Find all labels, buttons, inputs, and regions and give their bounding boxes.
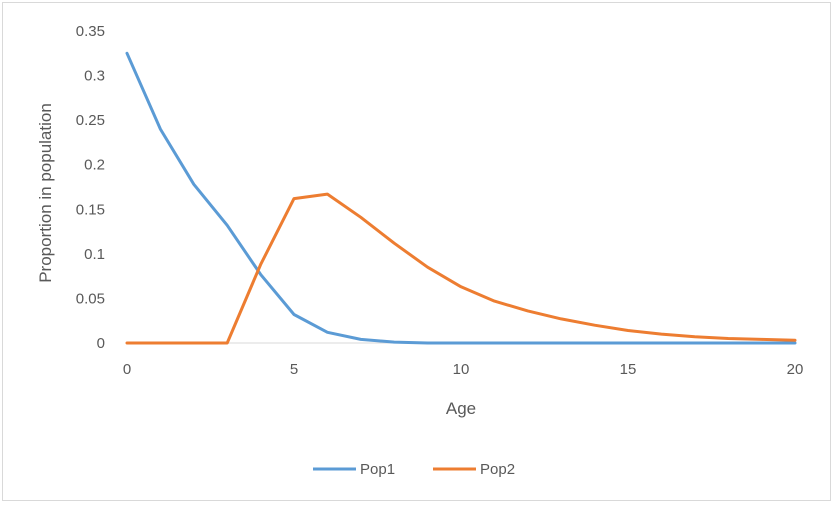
legend-label-pop1: Pop1: [360, 461, 395, 478]
y-tick-label: 0.35: [76, 23, 105, 40]
legend-label-pop2: Pop2: [480, 461, 515, 478]
x-tick-label: 20: [787, 361, 804, 378]
y-axis-ticks: 0 0.05 0.1 0.15 0.2 0.25 0.3 0.35: [76, 23, 105, 352]
x-axis-ticks: 0 5 10 15 20: [123, 361, 804, 378]
x-tick-label: 15: [620, 361, 637, 378]
y-tick-label: 0.25: [76, 112, 105, 129]
legend: Pop1 Pop2: [313, 461, 515, 478]
series-lines: [125, 51, 797, 345]
y-tick-label: 0.3: [84, 68, 105, 85]
y-tick-label: 0.15: [76, 201, 105, 218]
y-tick-label: 0: [97, 335, 105, 352]
y-axis-title: Proportion in population: [36, 103, 55, 283]
y-tick-label: 0.2: [84, 157, 105, 174]
series-line-pop1: [125, 51, 797, 345]
y-tick-label: 0.05: [76, 290, 105, 307]
x-axis-title: Age: [446, 399, 476, 418]
y-tick-label: 0.1: [84, 246, 105, 263]
series-line-pop2: [125, 192, 797, 345]
x-tick-label: 5: [290, 361, 298, 378]
x-tick-label: 0: [123, 361, 131, 378]
x-tick-label: 10: [453, 361, 470, 378]
